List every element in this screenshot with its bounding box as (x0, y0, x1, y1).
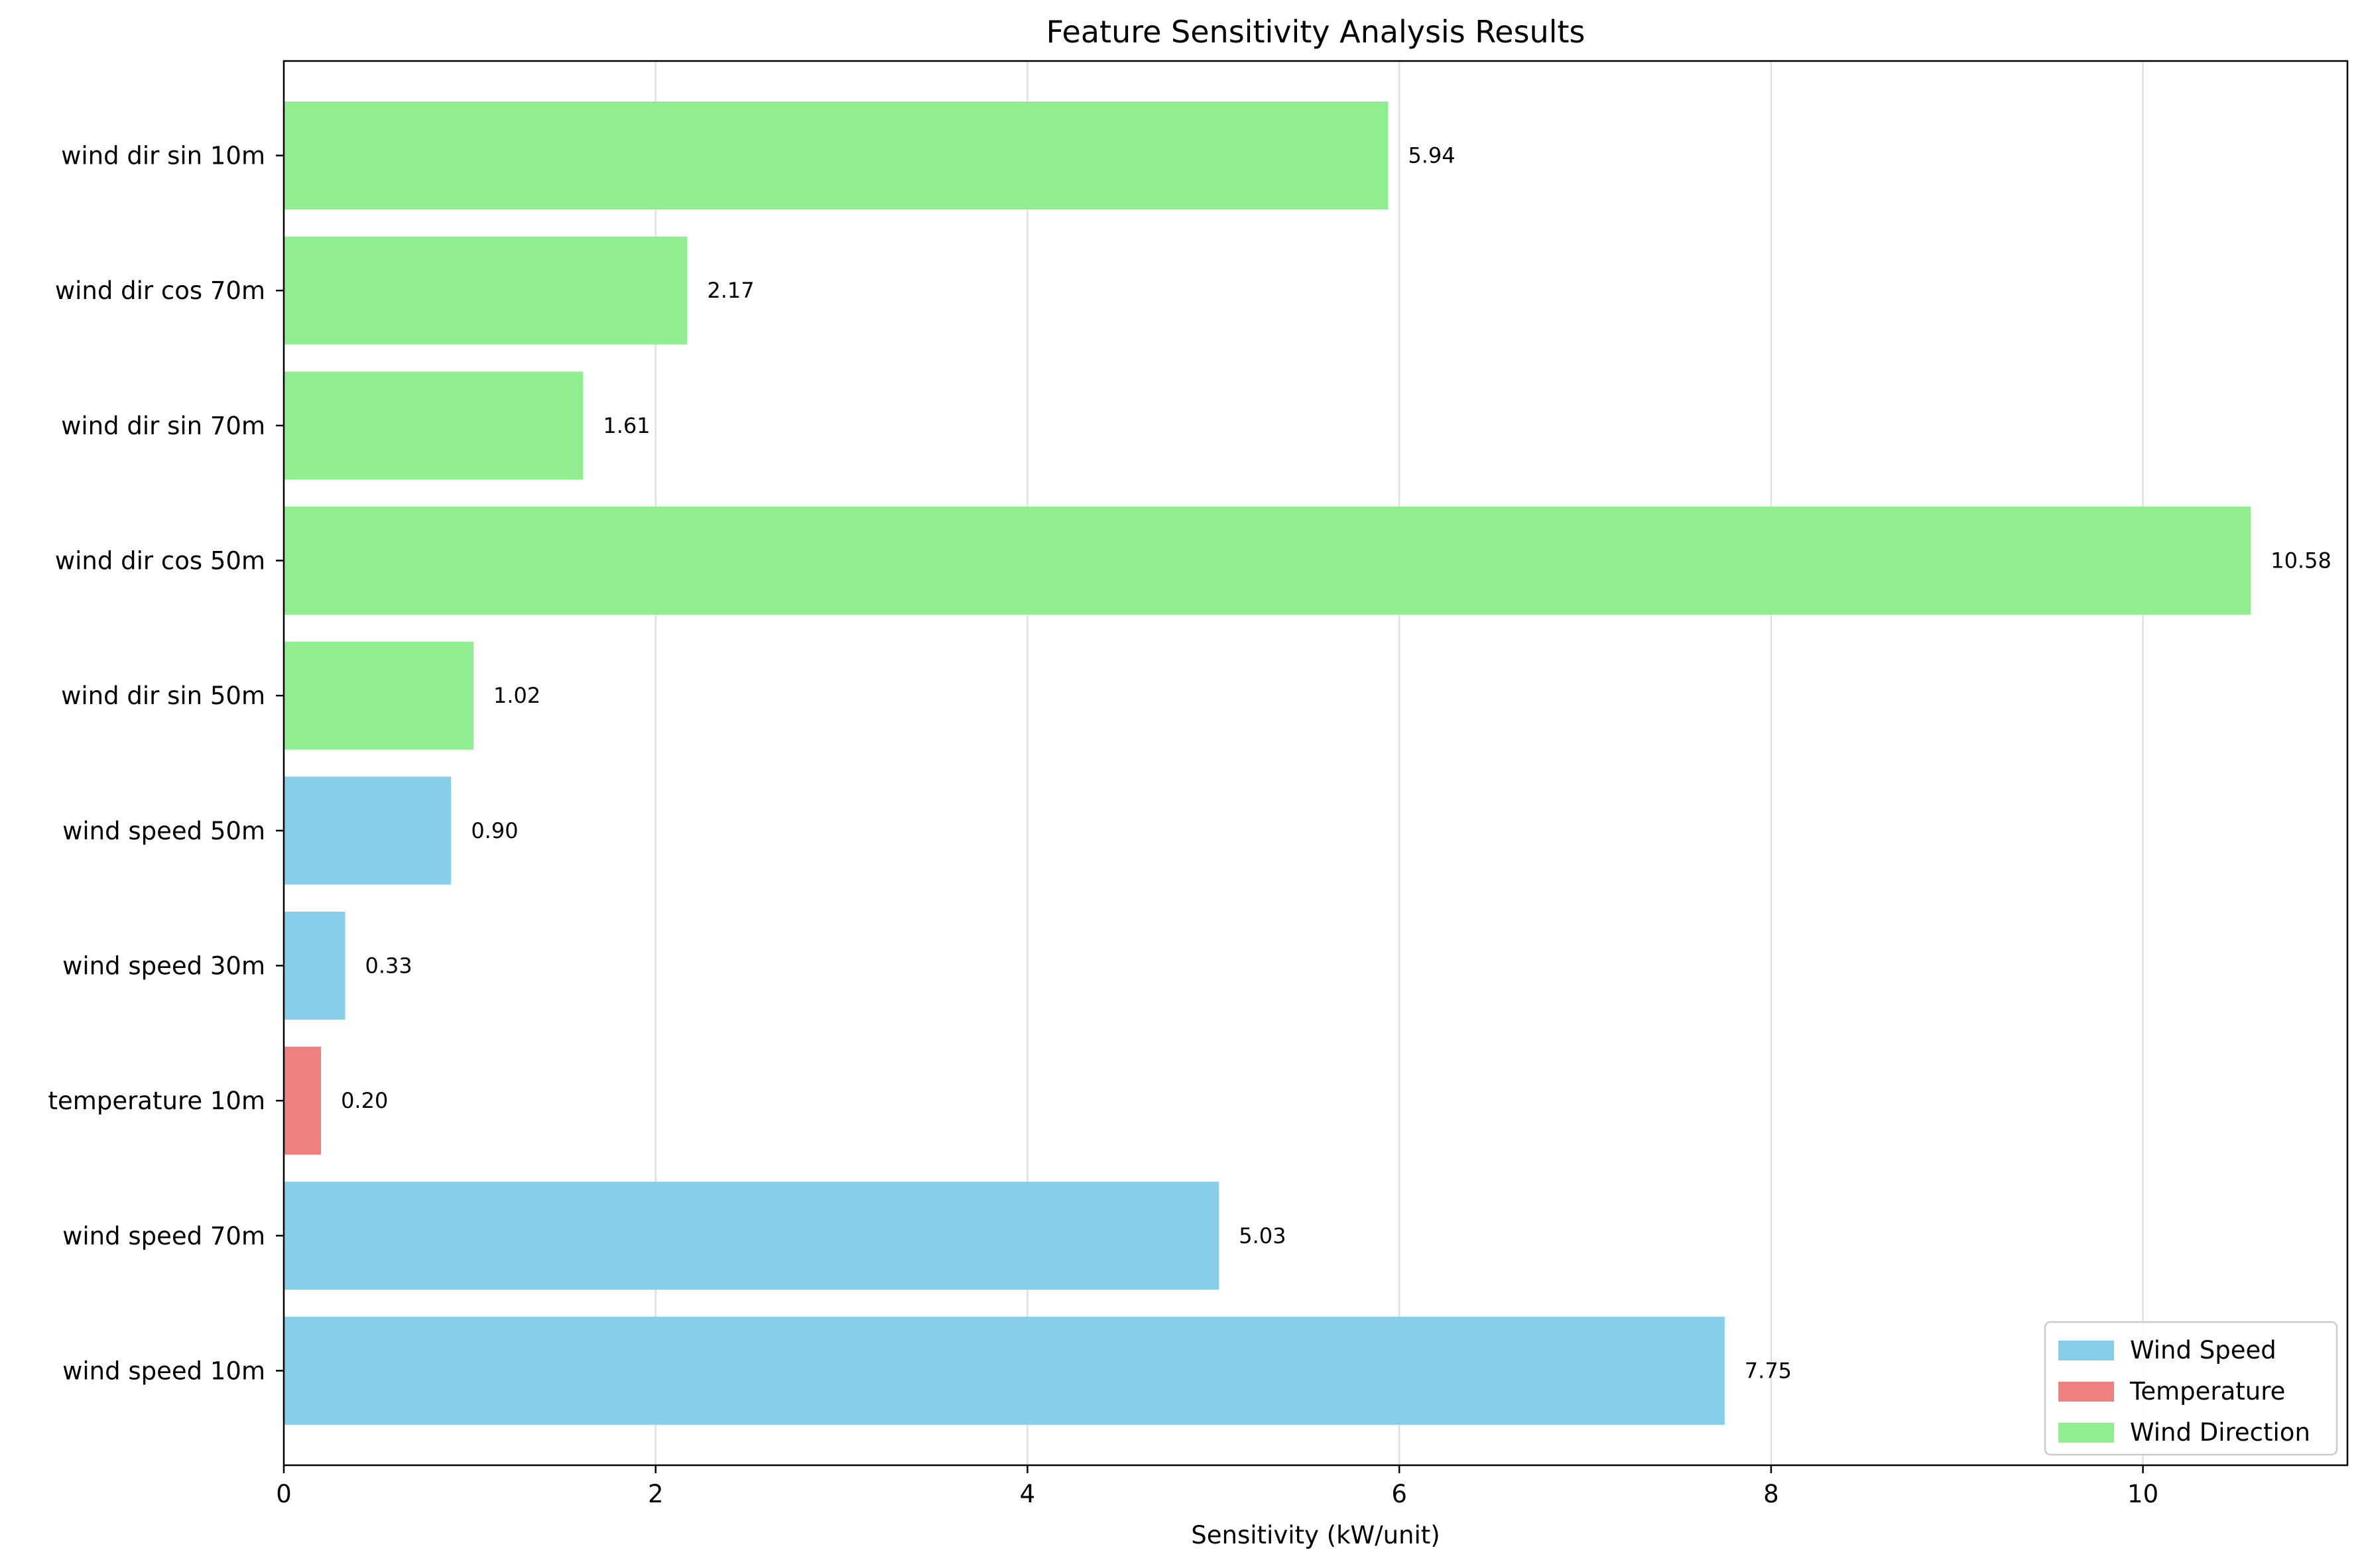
bar-value-label: 2.17 (707, 278, 754, 303)
bar-value-label: 1.02 (493, 683, 540, 708)
y-tick-label: wind speed 50m (62, 817, 265, 845)
y-tick-label: temperature 10m (48, 1087, 265, 1115)
y-tick-label: wind dir sin 50m (61, 682, 265, 710)
bar-value-label: 1.61 (603, 413, 650, 438)
bar-value-label: 0.90 (471, 818, 518, 843)
x-tick-label: 2 (648, 1480, 664, 1508)
bar-wind-dir-cos-50m (284, 507, 2251, 615)
y-tick-label: wind dir cos 70m (55, 276, 265, 305)
y-tick-label: wind speed 70m (62, 1222, 265, 1250)
y-tick-label: wind dir sin 70m (61, 412, 265, 440)
x-axis-ticks: 0 2 4 6 8 10 (276, 1465, 2158, 1508)
bar-wind-dir-sin-50m (284, 641, 473, 750)
bar-value-labels: 7.75 5.03 0.20 0.33 0.90 1.02 10.58 1.61 2.17 5.9… (341, 143, 2332, 1384)
y-tick-label: wind speed 30m (62, 951, 265, 980)
bar-wind-dir-sin-70m (284, 371, 584, 480)
bar-value-label: 0.33 (365, 953, 412, 978)
x-tick-label: 4 (1020, 1480, 1036, 1508)
bar-temperature-10m (284, 1046, 322, 1155)
bar-value-label: 0.20 (341, 1088, 388, 1113)
bar-wind-speed-70m (284, 1181, 1219, 1290)
bar-wind-speed-10m (284, 1316, 1725, 1425)
y-axis-ticks: wind speed 10m wind speed 70m temperature … (48, 142, 284, 1385)
legend-swatch (2058, 1341, 2114, 1360)
legend-label: Temperature (2129, 1377, 2285, 1406)
x-tick-label: 6 (1391, 1480, 1407, 1508)
bars (284, 101, 2251, 1425)
legend-swatch (2058, 1423, 2114, 1443)
x-axis-label: Sensitivity (kW/unit) (1191, 1521, 1440, 1549)
x-tick-label: 10 (2127, 1480, 2158, 1508)
y-tick-label: wind dir cos 50m (55, 547, 265, 575)
bar-value-label: 5.94 (1408, 143, 1455, 168)
bar-wind-dir-sin-10m (284, 101, 1389, 210)
x-tick-label: 0 (276, 1480, 292, 1508)
legend-box (2044, 1321, 2338, 1456)
legend: Wind Speed Temperature Wind Direction (2044, 1321, 2338, 1456)
legend-swatch (2058, 1382, 2114, 1402)
bar-value-label: 5.03 (1239, 1223, 1286, 1248)
chart-title: Feature Sensitivity Analysis Results (1046, 14, 1586, 50)
bar-value-label: 7.75 (1745, 1358, 1792, 1383)
bar-wind-dir-cos-70m (284, 236, 688, 345)
bar-wind-speed-30m (284, 912, 345, 1020)
y-tick-label: wind speed 10m (62, 1357, 265, 1385)
x-tick-label: 8 (1763, 1480, 1779, 1508)
legend-label: Wind Direction (2130, 1418, 2310, 1447)
plot-frame (282, 60, 2349, 1467)
bar-value-label: 10.58 (2271, 548, 2332, 573)
legend-label: Wind Speed (2130, 1336, 2276, 1364)
bar-wind-speed-50m (284, 776, 452, 885)
y-tick-label: wind dir sin 10m (61, 142, 265, 170)
